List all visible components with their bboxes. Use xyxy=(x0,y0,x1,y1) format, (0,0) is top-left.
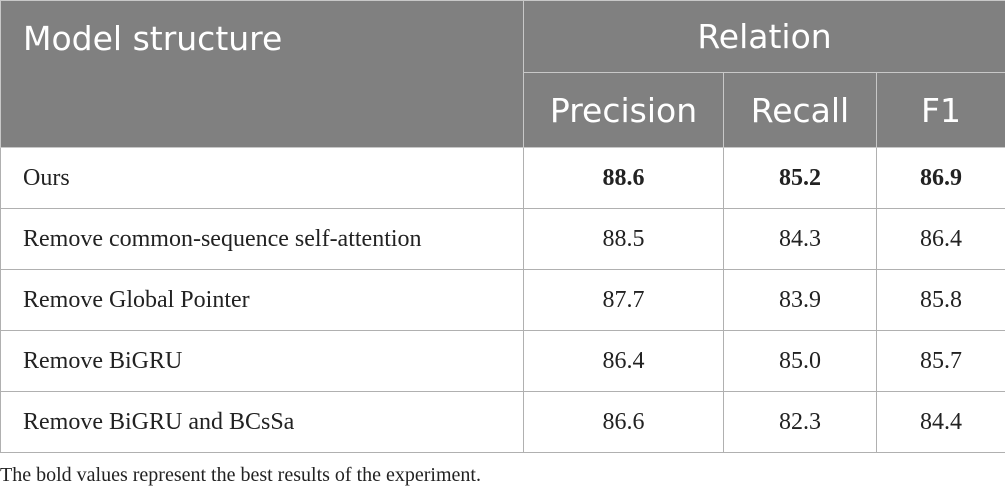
table-row: Remove BiGRU 86.4 85.0 85.7 xyxy=(0,330,1005,392)
model-name-cell: Remove BiGRU and BCsSa xyxy=(0,391,524,453)
recall-cell: 82.3 xyxy=(723,391,877,453)
table-row: Ours 88.6 85.2 86.9 xyxy=(0,147,1005,209)
model-structure-header: Model structure xyxy=(0,0,524,148)
table-row: Remove common-sequence self-attention 88… xyxy=(0,208,1005,270)
precision-cell: 86.4 xyxy=(523,330,724,392)
recall-cell: 84.3 xyxy=(723,208,877,270)
table-row: Remove Global Pointer 87.7 83.9 85.8 xyxy=(0,269,1005,331)
ablation-results-table: Model structure Relation Precision Recal… xyxy=(0,0,1005,453)
f1-cell: 84.4 xyxy=(875,391,1005,453)
model-name-cell: Remove BiGRU xyxy=(0,330,524,392)
precision-cell: 86.6 xyxy=(523,391,724,453)
model-name-cell: Ours xyxy=(0,147,524,209)
results-table-container: Model structure Relation Precision Recal… xyxy=(0,0,1005,453)
model-name-cell: Remove Global Pointer xyxy=(0,269,524,331)
f1-cell: 85.7 xyxy=(875,330,1005,392)
f1-cell: 86.9 xyxy=(875,147,1005,209)
precision-header: Precision xyxy=(523,72,724,148)
precision-cell: 88.5 xyxy=(523,208,724,270)
recall-header: Recall xyxy=(723,72,877,148)
relation-header: Relation xyxy=(522,0,1005,73)
precision-cell: 87.7 xyxy=(523,269,724,331)
table-body: Ours 88.6 85.2 86.9 Remove common-sequen… xyxy=(0,147,1005,453)
recall-cell: 85.0 xyxy=(723,330,877,392)
f1-header: F1 xyxy=(875,72,1005,148)
table-header: Model structure Relation Precision Recal… xyxy=(0,0,1005,148)
table-footnote: The bold values represent the best resul… xyxy=(0,464,481,486)
f1-cell: 85.8 xyxy=(875,269,1005,331)
table-row: Remove BiGRU and BCsSa 86.6 82.3 84.4 xyxy=(0,391,1005,453)
recall-cell: 83.9 xyxy=(723,269,877,331)
precision-cell: 88.6 xyxy=(523,147,724,209)
recall-cell: 85.2 xyxy=(723,147,877,209)
model-name-cell: Remove common-sequence self-attention xyxy=(0,208,524,270)
f1-cell: 86.4 xyxy=(875,208,1005,270)
